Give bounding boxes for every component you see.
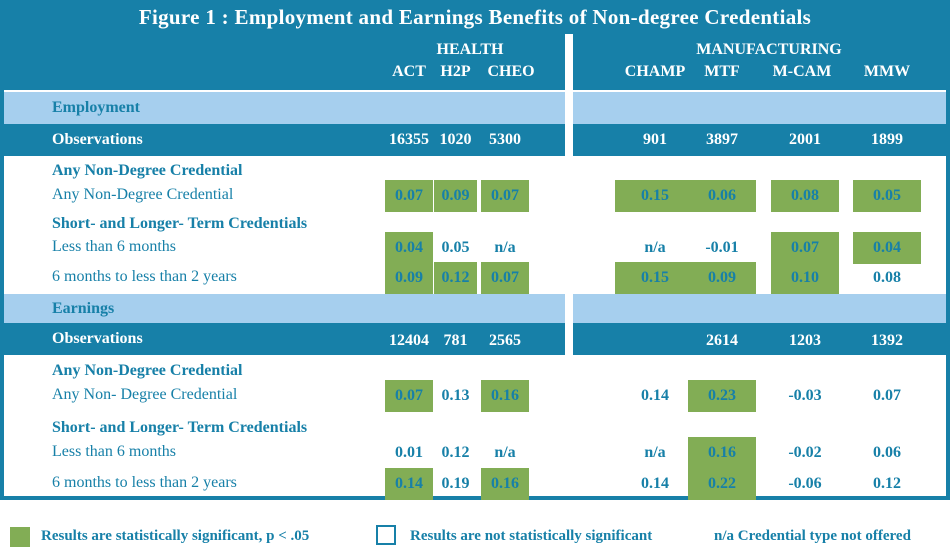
employment-value-mmw: 0.04: [853, 232, 921, 264]
column-header-band: [4, 34, 946, 90]
employment-observations-mmw: 1899: [871, 131, 903, 148]
earnings-value-mmw: 0.12: [873, 475, 901, 492]
group-label-health: HEALTH: [436, 41, 504, 58]
earnings-value-mmw: 0.06: [873, 444, 901, 461]
earnings-observations-cheo: 2565: [489, 332, 521, 349]
earnings-value-act: 0.01: [395, 444, 423, 461]
earnings-value-act: 0.07: [385, 380, 433, 412]
employment-value-cheo: n/a: [494, 239, 516, 256]
earnings-observations-label: Observations: [52, 330, 143, 347]
figure-frame: Figure 1 : Employment and Earnings Benef…: [0, 0, 950, 500]
employment-value-act: 0.07: [385, 180, 433, 212]
employment-value-h2p: 0.09: [434, 180, 477, 212]
earnings-value-mtf: 0.16: [688, 437, 756, 469]
earnings-section-label: Earnings: [52, 300, 115, 317]
earnings-value-champ: n/a: [644, 444, 666, 461]
earnings-row-label: 6 months to less than 2 years: [52, 474, 237, 491]
earnings-observations-act: 12404: [389, 332, 429, 349]
earnings-subhead-term: Short- and Longer- Term Credentials: [52, 419, 308, 436]
earnings-value-cheo: 0.16: [481, 468, 529, 500]
employment-observations-act: 16355: [389, 131, 429, 148]
employment-value-h2p: 0.12: [434, 262, 477, 294]
legend-not-significant-label: Results are not statistically significan…: [410, 528, 653, 544]
group-label-manufacturing: MANUFACTURING: [696, 41, 842, 58]
legend-not-significant-swatch: [376, 525, 396, 545]
employment-row-label: Less than 6 months: [52, 238, 176, 255]
employment-observations-cheo: 5300: [489, 131, 521, 148]
earnings-subhead-any: Any Non-Degree Credential: [52, 362, 243, 379]
employment-section-band: [4, 92, 946, 124]
earnings-row-label: Any Non- Degree Credential: [52, 386, 238, 403]
employment-value-champ: n/a: [644, 239, 666, 256]
earnings-value-m-cam: -0.06: [788, 475, 822, 492]
employment-value-act: 0.09: [385, 262, 433, 294]
employment-value-m-cam: 0.10: [771, 262, 839, 294]
earnings-value-mtf: 0.22: [688, 468, 756, 500]
earnings-observations-mmw: 1392: [871, 332, 903, 349]
earnings-value-champ: 0.14: [641, 475, 669, 492]
earnings-observations-h2p: 781: [443, 332, 468, 349]
employment-observations-h2p: 1020: [439, 131, 472, 148]
earnings-value-mtf: 0.23: [688, 380, 756, 412]
employment-value-mmw: 0.08: [873, 269, 901, 286]
employment-value-mtf: 0.06: [688, 180, 756, 212]
earnings-value-champ: 0.14: [641, 387, 669, 404]
employment-row-label: 6 months to less than 2 years: [52, 268, 237, 285]
earnings-value-h2p: 0.19: [441, 475, 470, 492]
employment-value-m-cam: 0.08: [771, 180, 839, 212]
employment-observations-m-cam: 2001: [789, 131, 821, 148]
employment-value-champ: 0.15: [615, 262, 695, 294]
earnings-observations-band: [4, 323, 946, 355]
earnings-value-m-cam: -0.03: [788, 387, 822, 404]
column-header-champ: CHAMP: [624, 63, 686, 80]
employment-value-mtf: -0.01: [705, 239, 739, 256]
legend-na-label: n/a Credential type not offered: [714, 528, 911, 544]
earnings-value-h2p: 0.13: [441, 387, 470, 404]
earnings-observations-m-cam: 1203: [789, 332, 821, 349]
earnings-value-h2p: 0.12: [441, 444, 470, 461]
figure-title: Figure 1 : Employment and Earnings Benef…: [138, 5, 812, 29]
earnings-value-act: 0.14: [385, 468, 433, 500]
employment-observations-mtf: 3897: [706, 131, 738, 148]
employment-subhead-term: Short- and Longer- Term Credentials: [52, 215, 308, 232]
earnings-observations-mtf: 2614: [706, 332, 738, 349]
employment-observations-label: Observations: [52, 131, 143, 148]
employment-value-mmw: 0.05: [853, 180, 921, 212]
employment-value-cheo: 0.07: [481, 262, 529, 294]
earnings-value-mmw: 0.07: [873, 387, 901, 404]
earnings-value-cheo: n/a: [494, 444, 516, 461]
group-divider: [565, 34, 573, 496]
column-header-m-cam: M-CAM: [772, 63, 832, 80]
employment-row-label: Any Non-Degree Credential: [52, 186, 234, 203]
employment-value-m-cam: 0.07: [771, 232, 839, 264]
employment-value-champ: 0.15: [615, 180, 695, 212]
employment-subhead-any: Any Non-Degree Credential: [52, 162, 243, 179]
earnings-value-cheo: 0.16: [481, 380, 529, 412]
employment-value-cheo: 0.07: [481, 180, 529, 212]
column-header-cheo: CHEO: [487, 63, 535, 80]
legend-significant-swatch: [10, 527, 30, 547]
employment-observations-champ: 901: [643, 131, 667, 148]
legend-significant-label: Results are statistically significant, p…: [41, 528, 310, 544]
column-header-act: ACT: [392, 63, 426, 80]
employment-section-label: Employment: [52, 99, 140, 116]
column-header-mmw: MMW: [863, 63, 911, 80]
earnings-row-label: Less than 6 months: [52, 443, 176, 460]
table-body: HEALTH MANUFACTURING Employment Observat…: [4, 34, 946, 500]
employment-value-mtf: 0.09: [688, 262, 756, 294]
earnings-section-band: [4, 294, 946, 323]
employment-value-h2p: 0.05: [441, 239, 470, 256]
employment-observations-band: [4, 124, 946, 156]
column-header-h2p: H2P: [440, 63, 471, 80]
column-header-mtf: MTF: [704, 63, 740, 80]
earnings-value-m-cam: -0.02: [788, 444, 822, 461]
employment-value-act: 0.04: [385, 232, 433, 264]
